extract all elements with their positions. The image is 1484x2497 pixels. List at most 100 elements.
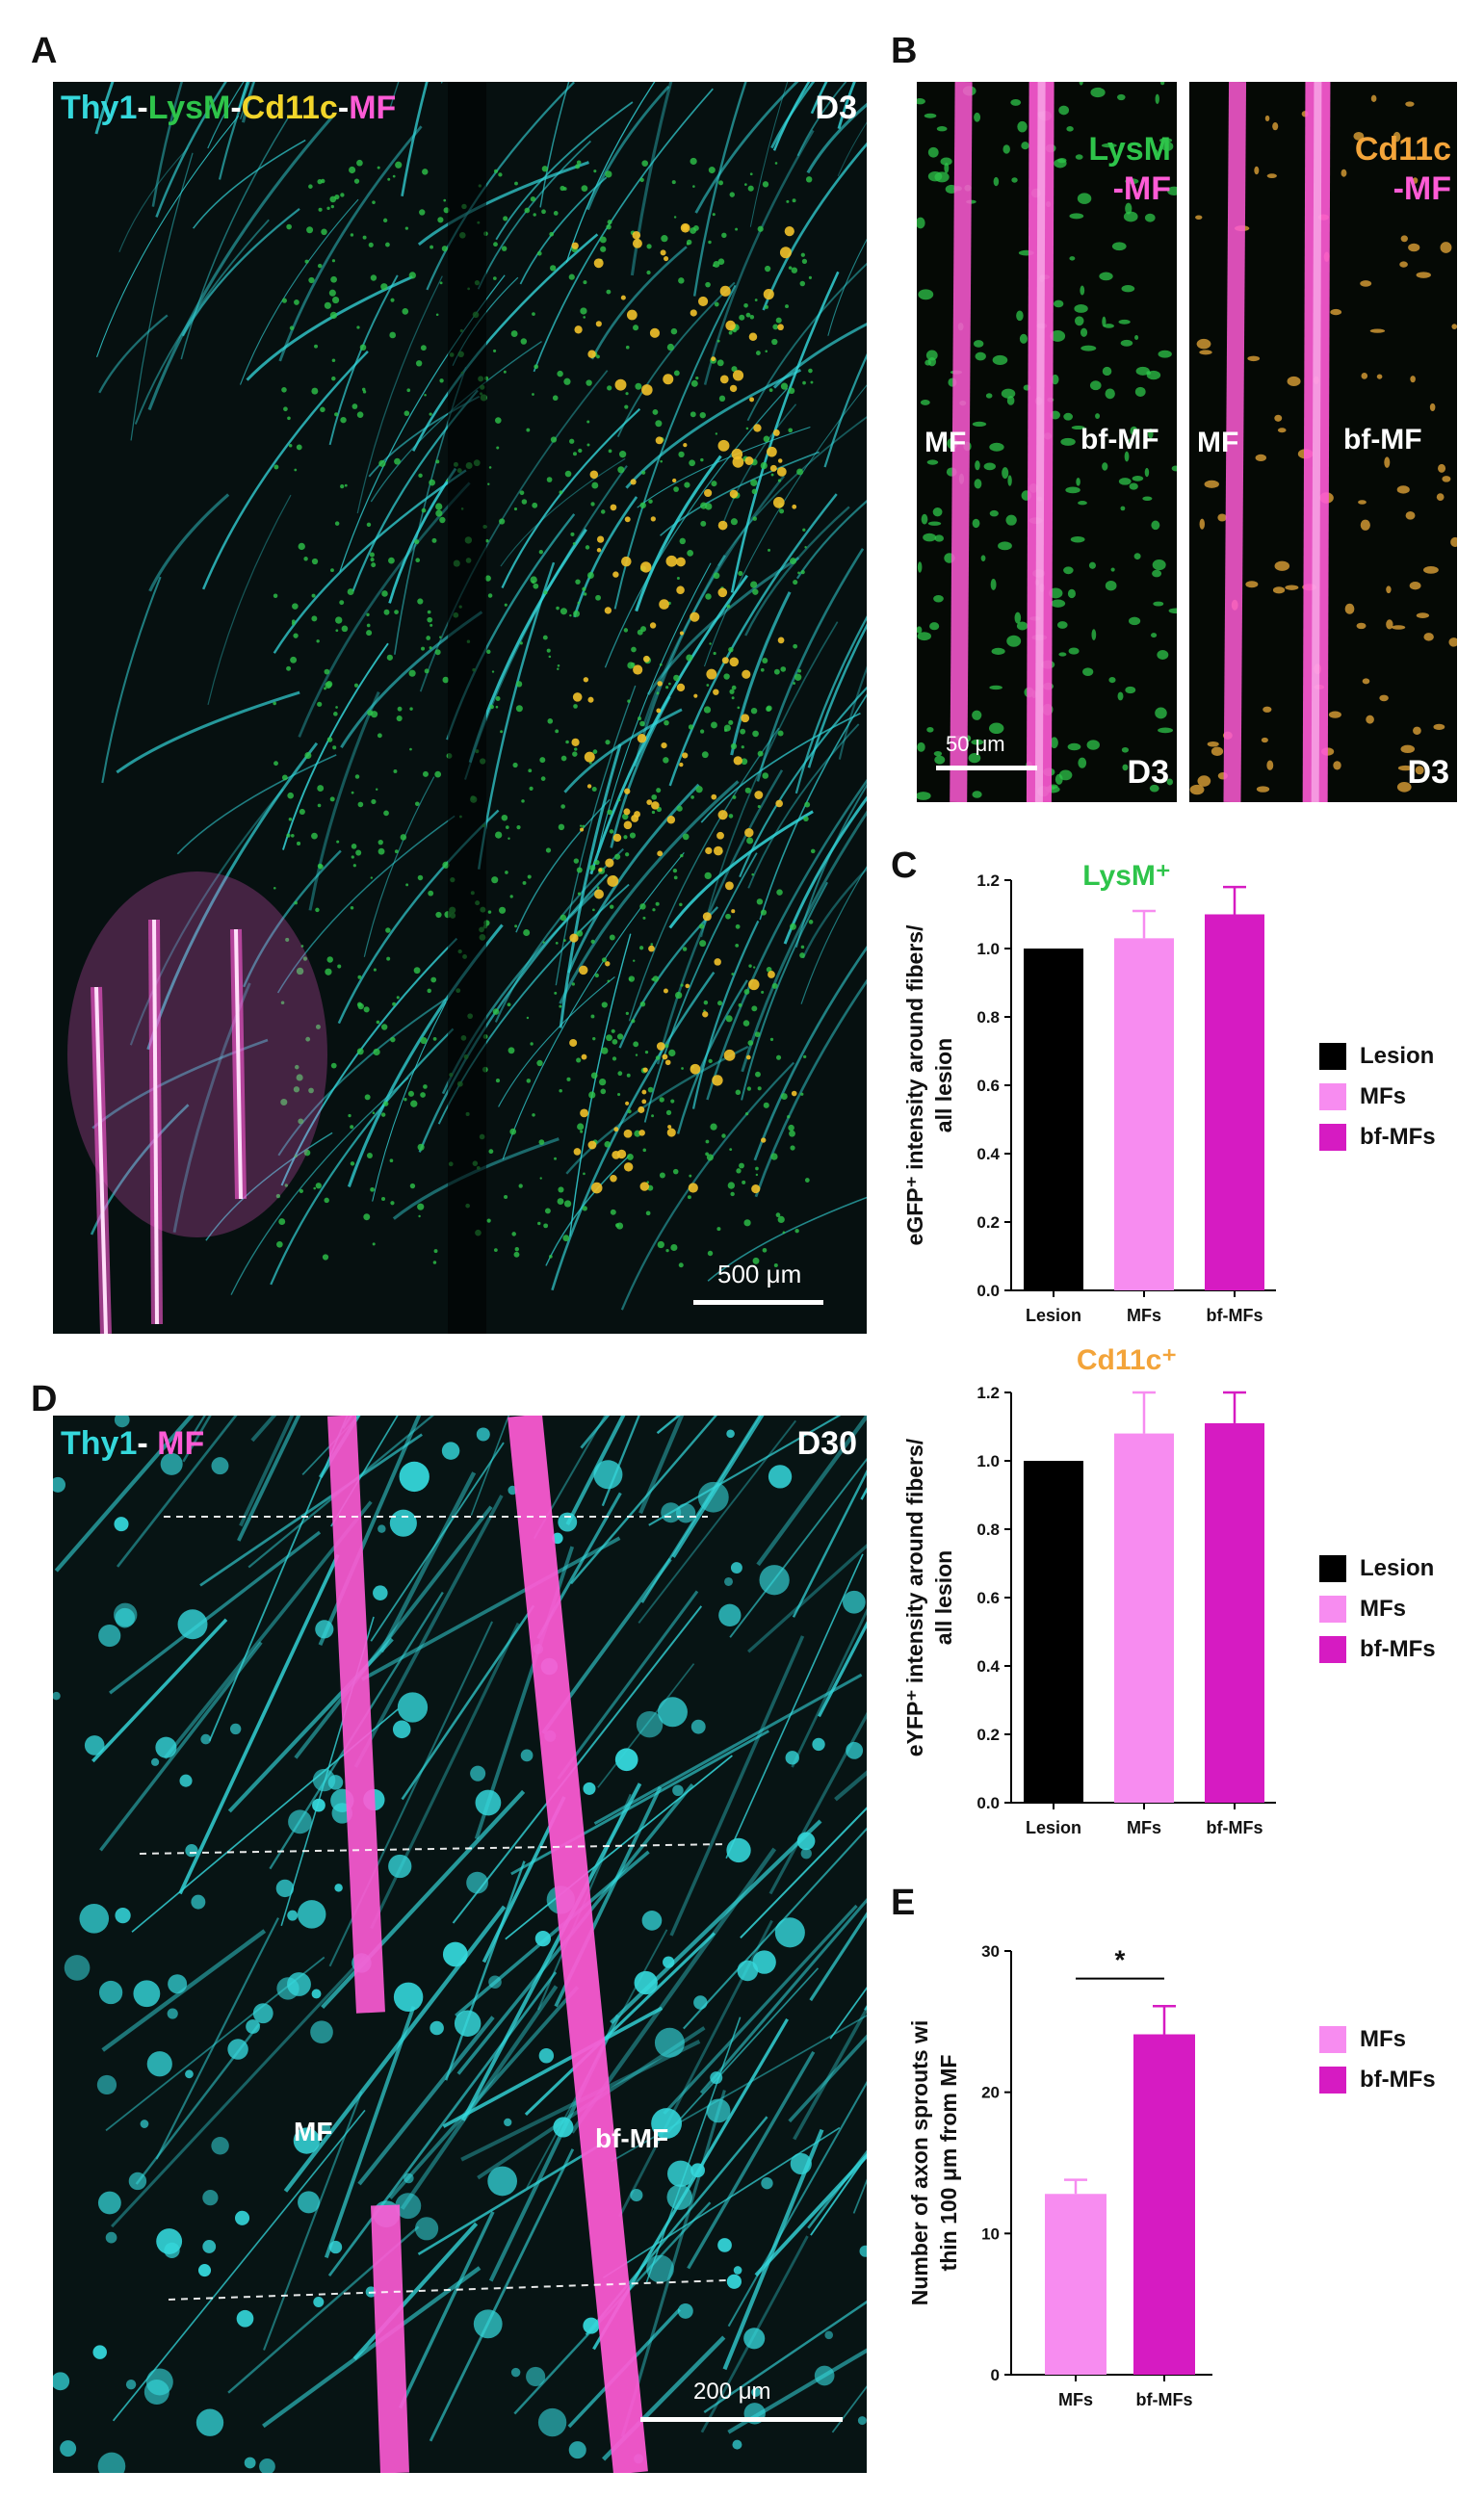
thy1-cell — [487, 2166, 518, 2197]
axon-fiber — [356, 275, 443, 514]
lysm-cell — [317, 785, 325, 792]
lysm-cell — [390, 1201, 395, 1206]
y-axis-label: Number of axon sprouts wi thin 100 μm fro… — [907, 2020, 961, 2305]
lysm-cell — [293, 633, 299, 638]
cd11c-cell — [779, 247, 792, 259]
scale-text-a: 500 μm — [717, 1260, 802, 1288]
axon-fiber — [477, 140, 591, 290]
cd11c-cell — [732, 370, 744, 381]
lysm-cell — [699, 411, 706, 419]
thy1-cell — [195, 2408, 224, 2436]
lysm-cell — [362, 235, 367, 240]
axon-fiber — [151, 82, 184, 207]
axon-fiber — [668, 810, 814, 929]
lysm-cell — [699, 940, 707, 948]
lysm-cell — [371, 562, 377, 568]
lysm-cell — [690, 411, 696, 418]
cd11c-cell — [719, 375, 729, 384]
cd11c-cell — [724, 881, 734, 891]
immune-cell — [917, 792, 931, 800]
lysm-cell — [582, 1206, 587, 1211]
immune-cell — [1341, 169, 1347, 177]
lysm-cell — [503, 370, 507, 374]
axon-fiber — [318, 1416, 422, 1646]
lysm-cell — [562, 1235, 570, 1242]
lysm-cell — [323, 687, 326, 690]
cd11c-cell — [581, 1053, 587, 1060]
axon-fiber — [801, 867, 867, 959]
lysm-cell — [607, 220, 612, 225]
immune-cell — [1108, 676, 1116, 684]
legend-item: MFs — [1319, 2019, 1436, 2060]
lysm-cell — [317, 803, 322, 808]
lysm-cell — [559, 1088, 562, 1093]
lysm-cell — [556, 606, 560, 611]
axon-fiber — [400, 1985, 559, 2210]
bar — [1114, 938, 1174, 1290]
lysm-cell — [405, 883, 409, 887]
scale-bar-b — [936, 766, 1037, 770]
axon-fiber — [616, 281, 736, 438]
axon-fiber — [756, 548, 865, 782]
axon-fiber — [746, 262, 867, 422]
legend-label: bf-MFs — [1360, 1124, 1436, 1150]
lysm-cell — [800, 1092, 804, 1096]
immune-cell — [1361, 372, 1368, 379]
immune-cell — [1158, 727, 1174, 734]
lysm-cell — [576, 160, 582, 166]
axon-fiber — [807, 623, 867, 768]
day-label-a: D3 — [815, 90, 857, 126]
lysm-cell — [424, 668, 430, 674]
lysm-cell — [366, 1153, 373, 1159]
lysm-cell — [650, 943, 654, 946]
immune-cell — [1125, 686, 1136, 694]
axon-fiber — [99, 1641, 263, 1852]
lysm-cell — [293, 1086, 300, 1093]
x-tick-label: MFs — [1058, 2390, 1093, 2409]
axon-fiber — [770, 82, 816, 149]
lysm-cell — [721, 232, 727, 239]
lysm-cell — [408, 669, 416, 677]
axon-fiber — [793, 2005, 867, 2141]
lysm-cell — [429, 646, 432, 650]
legend-swatch — [1319, 1636, 1346, 1663]
lysm-cell — [749, 172, 753, 176]
cd11c-cell — [626, 309, 638, 321]
thy1-cell — [730, 1562, 742, 1574]
cd11c-cell — [767, 446, 777, 457]
immune-cell — [1077, 193, 1092, 204]
cd11c-cell — [642, 1067, 648, 1073]
lysm-cell — [764, 304, 769, 309]
lysm-cell — [515, 705, 523, 713]
axon-fiber — [559, 743, 622, 1028]
lysm-cell — [775, 1212, 781, 1218]
axon-fiber — [283, 1905, 507, 2193]
immune-cell — [1255, 454, 1267, 462]
lysm-cell — [717, 258, 725, 266]
lysm-cell — [513, 1251, 520, 1258]
cd11c-cell — [638, 1130, 645, 1136]
thy1-cell — [168, 1974, 188, 1994]
thy1-cell — [179, 1774, 193, 1787]
lysm-cell — [607, 979, 611, 983]
lysm-cell — [326, 206, 330, 210]
cd11c-cell — [717, 810, 728, 820]
lysm-cell — [366, 612, 370, 617]
thy1-cell — [395, 2193, 422, 2220]
lysm-cell — [370, 1186, 375, 1192]
chart-title-lysm: LysM⁺ — [1082, 860, 1171, 892]
lysm-cell — [544, 1208, 551, 1214]
lysm-cell — [381, 590, 388, 597]
immune-cell — [1078, 501, 1087, 506]
thy1-cell — [666, 2184, 692, 2210]
lysm-cell — [397, 706, 403, 712]
y-tick-label: 0.8 — [976, 1008, 1000, 1027]
lysm-cell — [689, 1174, 692, 1178]
lysm-cell — [350, 1161, 355, 1166]
cd11c-cell — [697, 296, 709, 307]
immune-cell — [1095, 413, 1101, 419]
lysm-cell — [526, 428, 531, 432]
lysm-cell — [557, 370, 563, 377]
lysm-cell — [617, 1093, 621, 1097]
